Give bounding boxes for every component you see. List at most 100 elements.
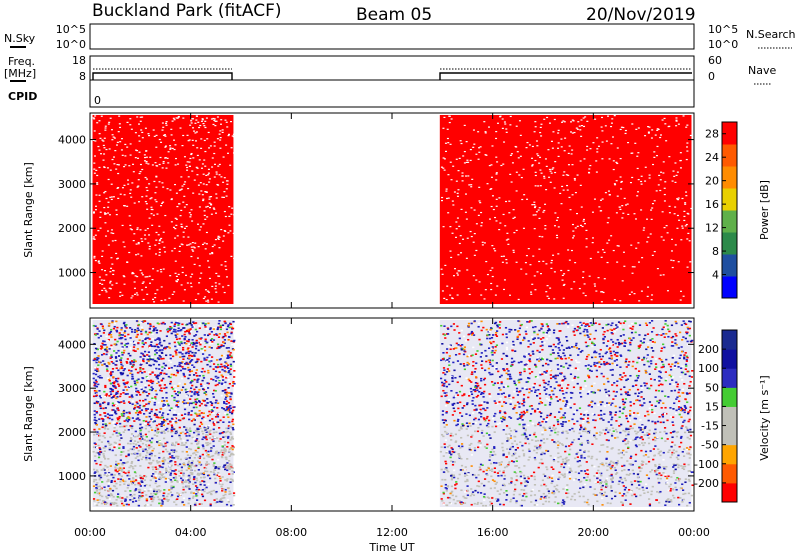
power-gap-speck xyxy=(151,225,153,226)
power-gap-speck xyxy=(181,284,183,285)
velocity-pixel xyxy=(111,361,113,363)
velocity-pixel xyxy=(193,479,195,481)
power-gap-speck xyxy=(538,249,540,250)
power-gap-speck xyxy=(580,119,582,120)
velocity-pixel xyxy=(448,345,450,347)
velocity-pixel xyxy=(217,472,219,474)
velocity-pixel xyxy=(190,455,192,457)
velocity-pixel xyxy=(221,374,223,376)
power-gap-speck xyxy=(127,179,129,180)
velocity-pixel xyxy=(497,423,499,425)
power-gap-speck xyxy=(652,255,654,256)
power-gap-speck xyxy=(184,289,186,290)
power-gap-speck xyxy=(594,285,596,286)
velocity-pixel xyxy=(179,338,181,340)
power-gap-speck xyxy=(622,213,624,214)
power-gap-speck xyxy=(101,279,103,280)
power-gap-speck xyxy=(131,182,133,183)
velocity-pixel xyxy=(120,393,122,395)
velocity-pixel xyxy=(188,339,190,341)
power-gap-speck xyxy=(229,225,231,226)
power-gap-speck xyxy=(200,138,202,139)
power-gap-speck xyxy=(516,190,518,191)
power-gap-speck xyxy=(135,132,137,133)
velocity-pixel xyxy=(200,484,202,486)
velocity-pixel xyxy=(655,366,657,368)
velocity-pixel xyxy=(205,425,207,427)
velocity-pixel xyxy=(228,473,230,475)
velocity-pixel xyxy=(200,338,202,340)
power-gap-speck xyxy=(114,137,116,138)
velocity-pixel xyxy=(177,458,179,460)
velocity-pixel xyxy=(202,433,204,435)
power-gap-speck xyxy=(685,195,687,196)
velocity-pixel xyxy=(471,371,473,373)
power-gap-speck xyxy=(199,206,201,207)
velocity-pixel xyxy=(626,418,628,420)
power-gap-speck xyxy=(99,217,101,218)
velocity-pixel xyxy=(215,491,217,493)
power-gap-speck xyxy=(172,148,174,149)
power-gap-speck xyxy=(192,140,194,141)
velocity-pixel xyxy=(122,372,124,374)
power-gap-speck xyxy=(475,154,477,155)
power-gap-speck xyxy=(115,253,117,254)
power-gap-speck xyxy=(495,131,497,132)
velocity-pixel xyxy=(145,494,147,496)
power-gap-speck xyxy=(583,219,585,220)
velocity-pixel xyxy=(109,348,111,350)
power-gap-speck xyxy=(536,140,538,141)
velocity-pixel xyxy=(102,340,104,342)
power-gap-speck xyxy=(207,291,209,292)
velocity-pixel xyxy=(499,321,501,323)
power-gap-speck xyxy=(538,218,540,219)
velocity-pixel xyxy=(214,467,216,469)
power-gap-speck xyxy=(637,152,639,153)
velocity-pixel xyxy=(213,413,215,415)
power-gap-speck xyxy=(582,226,584,227)
power-gap-speck xyxy=(467,238,469,239)
velocity-pixel xyxy=(173,331,175,333)
power-gap-speck xyxy=(485,132,487,133)
velocity-pixel xyxy=(557,452,559,454)
velocity-pixel xyxy=(205,467,207,469)
velocity-pixel xyxy=(211,418,213,420)
velocity-pixel xyxy=(114,427,116,429)
velocity-pixel xyxy=(150,344,152,346)
power-gap-speck xyxy=(574,178,576,179)
velocity-pixel xyxy=(113,425,115,427)
velocity-pixel xyxy=(195,352,197,354)
velocity-pixel xyxy=(629,344,631,346)
velocity-pixel xyxy=(198,389,200,391)
power-gap-speck xyxy=(203,298,205,299)
velocity-pixel xyxy=(199,405,201,407)
power-gap-speck xyxy=(158,243,160,244)
velocity-pixel xyxy=(115,413,117,415)
velocity-pixel xyxy=(107,458,109,460)
power-gap-speck xyxy=(551,141,553,142)
power-gap-speck xyxy=(215,239,217,240)
velocity-pixel xyxy=(103,447,105,449)
velocity-pixel xyxy=(157,417,159,419)
power-gap-speck xyxy=(577,174,579,175)
power-gap-speck xyxy=(455,221,457,222)
power-gap-speck xyxy=(680,152,682,153)
power-gap-speck xyxy=(482,242,484,243)
velocity-pixel xyxy=(205,442,207,444)
power-gap-speck xyxy=(475,279,477,280)
power-gap-speck xyxy=(155,240,157,241)
velocity-pixel xyxy=(191,346,193,348)
velocity-pixel xyxy=(157,322,159,324)
power-gap-speck xyxy=(198,127,200,128)
power-gap-speck xyxy=(190,256,192,257)
velocity-pixel xyxy=(190,387,192,389)
velocity-pixel xyxy=(103,330,105,332)
power-gap-speck xyxy=(506,262,508,263)
velocity-pixel xyxy=(177,330,179,332)
velocity-pixel xyxy=(486,407,488,409)
power-gap-speck xyxy=(443,117,445,118)
velocity-pixel xyxy=(98,454,100,456)
velocity-pixel xyxy=(137,348,139,350)
velocity-pixel xyxy=(155,368,157,370)
power-gap-speck xyxy=(459,243,461,244)
